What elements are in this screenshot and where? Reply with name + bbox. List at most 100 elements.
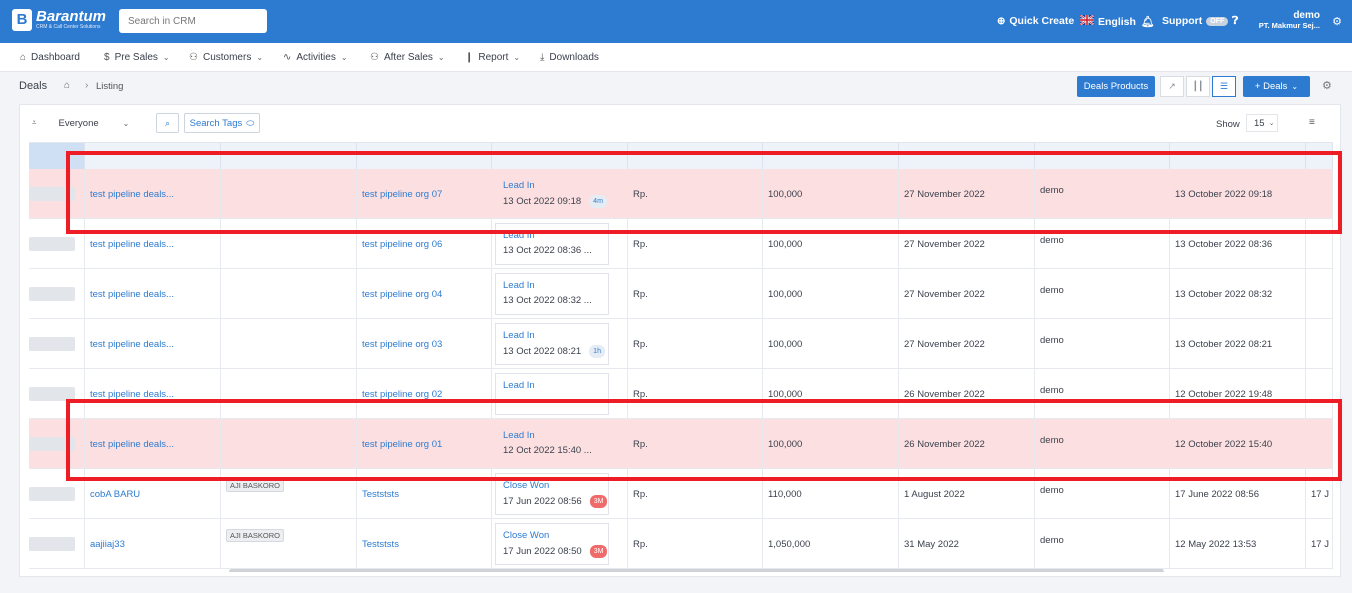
table-row[interactable]: test pipeline deals... test pipeline org …: [29, 169, 1333, 219]
stage-cell: Close Won 17 Jun 2022 08:50 3M: [492, 519, 628, 569]
header-cell[interactable]: [357, 143, 492, 169]
extra-cell: [1306, 419, 1333, 469]
top-bar: B Barantum CRM & Call Center Solutions ⊕…: [0, 0, 1352, 43]
stage-name[interactable]: Lead In: [503, 430, 535, 441]
user-name: demo: [1293, 10, 1320, 21]
table-row[interactable]: test pipeline deals... test pipeline org …: [29, 319, 1333, 369]
stage-cell: Lead In 12 Oct 2022 15:40 ...: [492, 419, 628, 469]
header-cell[interactable]: [899, 143, 1035, 169]
quick-create-label: Quick Create: [1009, 15, 1075, 27]
list-view-button[interactable]: ☰: [1212, 76, 1236, 97]
amount-cell: 100,000: [763, 319, 899, 369]
stage-name[interactable]: Close Won: [503, 530, 550, 541]
kanban-view-button[interactable]: ┃┃: [1186, 76, 1210, 97]
org-cell[interactable]: test pipeline org 03: [357, 319, 492, 369]
row-placeholder[interactable]: [29, 487, 75, 501]
amount-cell: 1,050,000: [763, 519, 899, 569]
page-header: Deals ⌂ › Listing: [0, 72, 1352, 102]
global-search-input[interactable]: [119, 9, 267, 33]
chart-view-button[interactable]: ↗: [1160, 76, 1184, 97]
search-button[interactable]: ⌕: [156, 113, 179, 133]
brand-logo[interactable]: B Barantum CRM & Call Center Solutions: [12, 9, 106, 31]
header-cell[interactable]: [1170, 143, 1306, 169]
nav-pre-sales[interactable]: $ Pre Sales ⌄: [104, 52, 170, 63]
org-cell[interactable]: Testststs: [357, 519, 492, 569]
column-settings-icon[interactable]: ≡: [1309, 117, 1315, 128]
name-cell[interactable]: test pipeline deals...: [85, 419, 221, 469]
stage-name[interactable]: Lead In: [503, 330, 535, 341]
nav-after-sales[interactable]: ⚇ After Sales ⌄: [370, 52, 445, 63]
row-placeholder[interactable]: [29, 337, 75, 351]
header-cell[interactable]: [1306, 143, 1333, 169]
header-cell[interactable]: [85, 143, 221, 169]
org-cell[interactable]: test pipeline org 01: [357, 419, 492, 469]
org-cell[interactable]: test pipeline org 07: [357, 169, 492, 219]
org-cell[interactable]: Testststs: [357, 469, 492, 519]
chevron-down-icon: ⌄: [513, 53, 521, 62]
horizontal-scrollbar[interactable]: [229, 569, 1164, 572]
name-cell[interactable]: cobA BARU: [85, 469, 221, 519]
quick-create-button[interactable]: ⊕ Quick Create: [997, 15, 1074, 27]
gear-icon[interactable]: ⚙: [1332, 16, 1342, 28]
nav-activities[interactable]: ∿ Activities ⌄: [283, 52, 348, 63]
header-cell[interactable]: [29, 143, 85, 169]
table-row[interactable]: test pipeline deals... test pipeline org …: [29, 369, 1333, 419]
name-cell[interactable]: test pipeline deals...: [85, 269, 221, 319]
table-row[interactable]: test pipeline deals... test pipeline org …: [29, 419, 1333, 469]
owner-filter-select[interactable]: ⩡ Everyone ⌄: [32, 113, 151, 133]
name-cell[interactable]: test pipeline deals...: [85, 219, 221, 269]
stage-name[interactable]: Lead In: [503, 380, 535, 391]
header-cell[interactable]: [763, 143, 899, 169]
home-icon[interactable]: ⌂: [64, 80, 71, 91]
header-cell[interactable]: [1035, 143, 1170, 169]
row-placeholder[interactable]: [29, 237, 75, 251]
name-cell[interactable]: test pipeline deals...: [85, 369, 221, 419]
language-selector[interactable]: English: [1079, 14, 1136, 28]
header-cell[interactable]: [221, 143, 357, 169]
stage-name[interactable]: Close Won: [503, 480, 550, 491]
search-tags-button[interactable]: Search Tags ⬭: [184, 113, 260, 133]
header-cell[interactable]: [492, 143, 628, 169]
org-cell[interactable]: test pipeline org 04: [357, 269, 492, 319]
org-cell[interactable]: test pipeline org 06: [357, 219, 492, 269]
stage-name[interactable]: Lead In: [503, 180, 535, 191]
row-placeholder[interactable]: [29, 537, 75, 551]
name-cell[interactable]: test pipeline deals...: [85, 319, 221, 369]
table-row[interactable]: test pipeline deals... test pipeline org …: [29, 269, 1333, 319]
stage-box[interactable]: Lead In 12 Oct 2022 15:40 ...: [495, 423, 609, 465]
header-cell[interactable]: [628, 143, 763, 169]
user-menu[interactable]: demo PT. Makmur Sej...: [1259, 10, 1320, 30]
nav-dashboard[interactable]: ⌂ Dashboard: [20, 52, 80, 63]
nav-downloads[interactable]: ⤓ Downloads: [540, 52, 599, 63]
page-size-select[interactable]: 15 ⌄: [1246, 114, 1278, 132]
row-placeholder[interactable]: [29, 437, 75, 451]
table-row[interactable]: aajiiaj33 AJI BASKORO Testststs Close Won 17…: [29, 519, 1333, 569]
nav-report[interactable]: ❙ Report ⌄: [465, 52, 520, 63]
row-placeholder[interactable]: [29, 187, 75, 201]
help-button[interactable]: ❓︎: [1232, 15, 1238, 28]
nav-customers[interactable]: ⚇ Customers ⌄: [189, 52, 263, 63]
close-date-cell: 27 November 2022: [899, 319, 1035, 369]
stage-name[interactable]: Lead In: [503, 280, 535, 291]
support-toggle[interactable]: Support OFF: [1162, 15, 1229, 27]
row-select-cell: [29, 319, 85, 369]
owner-cell: AJI BASKORO: [221, 519, 357, 569]
stage-box[interactable]: Close Won 17 Jun 2022 08:50 3M: [495, 523, 609, 565]
stage-box[interactable]: Lead In: [495, 373, 609, 415]
stage-box[interactable]: Lead In 13 Oct 2022 09:18 4m: [495, 173, 609, 215]
settings-gear-icon[interactable]: ⚙: [1322, 80, 1332, 92]
barantum-logo-icon: B: [12, 9, 32, 31]
stage-box[interactable]: Lead In 13 Oct 2022 08:21 1h: [495, 323, 609, 365]
org-cell[interactable]: test pipeline org 02: [357, 369, 492, 419]
add-deal-button[interactable]: + Deals ⌄: [1243, 76, 1310, 97]
notifications-button[interactable]: 🔔︎: [1141, 15, 1154, 28]
row-placeholder[interactable]: [29, 387, 75, 401]
name-cell[interactable]: aajiiaj33: [85, 519, 221, 569]
bell-icon: 🔔︎: [1141, 16, 1155, 28]
stage-name[interactable]: Lead In: [503, 230, 535, 241]
name-cell[interactable]: test pipeline deals...: [85, 169, 221, 219]
deals-products-button[interactable]: Deals Products: [1077, 76, 1155, 97]
currency-cell: Rp.: [628, 319, 763, 369]
row-placeholder[interactable]: [29, 287, 75, 301]
stage-box[interactable]: Lead In 13 Oct 2022 08:32 ...: [495, 273, 609, 315]
